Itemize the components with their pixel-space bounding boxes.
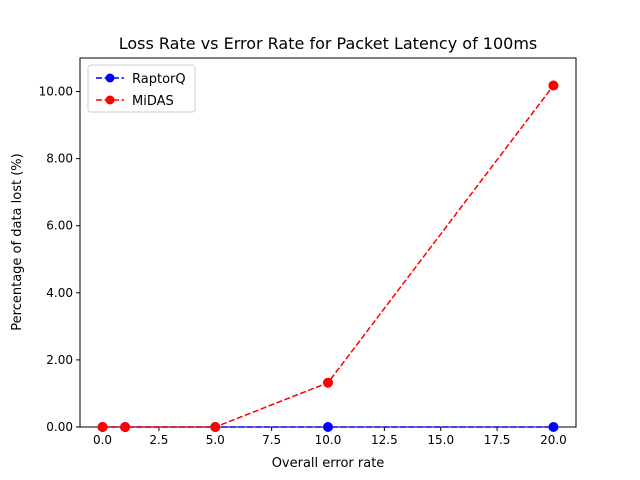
data-point-raptorq: [548, 422, 559, 432]
data-point-midas: [210, 422, 221, 432]
y-tick-label: 10.00: [39, 85, 73, 99]
data-point-midas: [548, 80, 559, 91]
x-tick-label: 0.0: [93, 433, 112, 447]
x-tick-label: 17.5: [484, 433, 511, 447]
legend-label-midas: MiDAS: [132, 94, 174, 109]
legend-marker-raptorq: [105, 73, 115, 83]
y-tick-label: 6.00: [46, 219, 73, 233]
y-tick-label: 8.00: [46, 152, 73, 166]
legend-marker-midas: [105, 95, 115, 105]
x-tick-label: 15.0: [427, 433, 454, 447]
x-tick-label: 12.5: [371, 433, 398, 447]
data-point-midas: [120, 422, 131, 432]
x-tick-label: 20.0: [540, 433, 567, 447]
plot-area: 0.0 2.5 5.0 7.5 10.0 12.5 15.0 17.5 20.0 0.00 2.00…: [39, 57, 577, 447]
y-tick-label: 2.00: [46, 353, 73, 367]
x-tick-label: 5.0: [206, 433, 225, 447]
legend-label-raptorq: RaptorQ: [132, 72, 186, 87]
chart-title: Loss Rate vs Error Rate for Packet Laten…: [119, 34, 538, 53]
x-axis-label: Overall error rate: [272, 456, 385, 471]
y-axis-label: Percentage of data lost (%): [10, 153, 25, 330]
x-tick-label: 2.5: [149, 433, 168, 447]
data-point-midas: [97, 422, 108, 432]
x-tick-label: 10.0: [315, 433, 342, 447]
x-tick-label: 7.5: [262, 433, 281, 447]
data-point-midas: [323, 377, 333, 388]
data-point-raptorq: [323, 422, 333, 432]
y-tick-label: 4.00: [46, 286, 73, 300]
y-tick-label: 0.00: [46, 420, 73, 434]
